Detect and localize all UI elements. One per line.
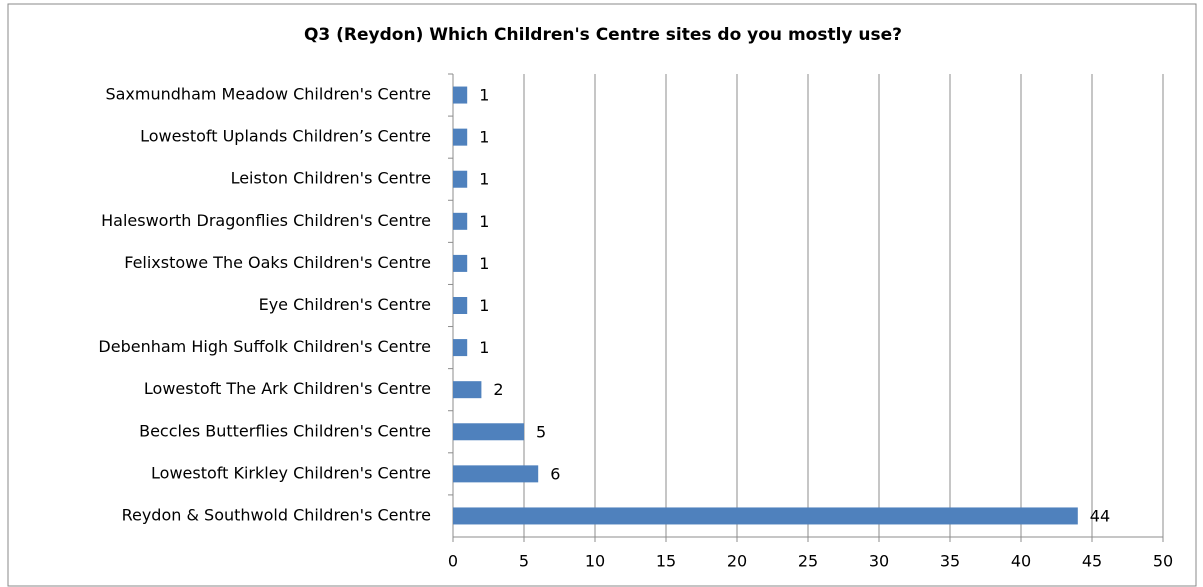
bar — [453, 86, 468, 104]
bar — [453, 254, 468, 272]
data-label: 44 — [1090, 506, 1110, 525]
bar — [453, 381, 482, 399]
y-tick-label: Lowestoft Kirkley Children's Centre — [151, 463, 431, 482]
data-label: 1 — [479, 212, 489, 231]
x-tick-label: 40 — [1011, 552, 1031, 571]
x-tick-label: 35 — [940, 552, 960, 571]
bar — [453, 465, 539, 483]
bar — [453, 170, 468, 188]
data-label: 1 — [479, 254, 489, 273]
data-label: 2 — [493, 380, 503, 399]
y-tick-label: Eye Children's Centre — [259, 295, 431, 314]
bar — [453, 128, 468, 146]
bar — [453, 212, 468, 230]
data-label: 1 — [479, 296, 489, 315]
data-label: 5 — [536, 422, 546, 441]
data-label: 1 — [479, 86, 489, 105]
x-tick-label: 5 — [519, 552, 529, 571]
x-tick-label: 30 — [869, 552, 889, 571]
x-tick-label: 10 — [585, 552, 605, 571]
x-tick-label: 15 — [656, 552, 676, 571]
y-tick-label: Lowestoft The Ark Children's Centre — [144, 379, 431, 398]
x-tick-label: 25 — [798, 552, 818, 571]
data-label: 1 — [479, 128, 489, 147]
chart-frame — [7, 3, 1197, 587]
y-tick-label: Reydon & Southwold Children's Centre — [122, 505, 431, 524]
y-tick-label: Lowestoft Uplands Children’s Centre — [140, 127, 431, 146]
data-label: 6 — [550, 464, 560, 483]
y-tick-label: Beccles Butterflies Children's Centre — [139, 421, 431, 440]
x-tick-label: 45 — [1082, 552, 1102, 571]
bar — [453, 339, 468, 357]
y-tick-label: Saxmundham Meadow Children's Centre — [105, 85, 431, 104]
bar — [453, 423, 524, 441]
data-label: 1 — [479, 170, 489, 189]
bar — [453, 297, 468, 314]
x-tick-label: 20 — [727, 552, 747, 571]
x-tick-label: 0 — [448, 552, 458, 571]
y-tick-label: Leiston Children's Centre — [231, 169, 431, 188]
y-tick-label: Debenham High Suffolk Children's Centre — [98, 337, 431, 356]
y-tick-label: Felixstowe The Oaks Children's Centre — [124, 253, 431, 272]
chart-title: Q3 (Reydon) Which Children's Centre site… — [304, 25, 902, 45]
x-tick-label: 50 — [1153, 552, 1173, 571]
y-tick-label: Halesworth Dragonflies Children's Centre — [101, 211, 431, 230]
bar — [453, 507, 1078, 525]
data-label: 1 — [479, 338, 489, 357]
